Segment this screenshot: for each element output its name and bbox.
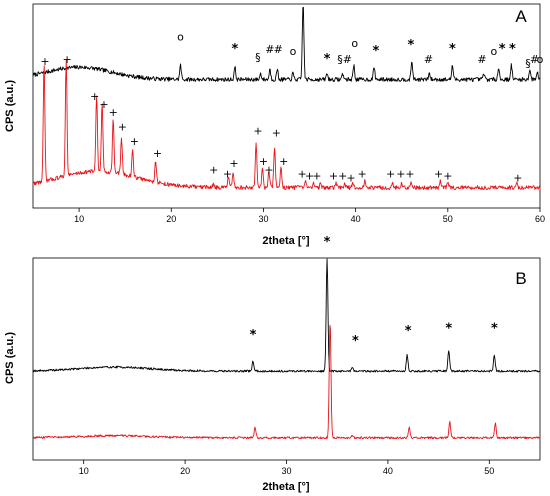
peak-marker: + [130, 135, 139, 148]
x-tick-label: 10 [74, 214, 84, 224]
peak-marker: # [343, 53, 352, 66]
panel-a-series [32, 6, 541, 191]
peak-marker: o [491, 45, 498, 58]
peak-marker: + [338, 169, 347, 182]
peak-marker: + [434, 167, 443, 180]
peak-marker: + [118, 120, 127, 133]
peak-marker: o [290, 45, 297, 58]
peak-marker: + [305, 169, 314, 182]
panel-a-y-axis-label: CPS (a.u.) [4, 80, 16, 132]
peak-marker: + [346, 171, 355, 184]
peak-marker: * [405, 324, 412, 339]
peak-marker: + [386, 167, 395, 180]
x-tick-label: 20 [180, 466, 190, 476]
peak-marker: + [253, 125, 262, 138]
peak-marker: + [209, 163, 218, 176]
x-tick-label: 10 [79, 466, 89, 476]
series-line-1 [32, 258, 541, 373]
peak-marker: * [509, 42, 516, 57]
x-tick-label: 30 [281, 466, 291, 476]
panel-b: B 2theta [°] CPS (a.u.) 10 20 30 40 50 **** *… [4, 235, 541, 493]
panel-a-annotations: o*§##o**§#o**#*#o**§#o++++++++++++++++++… [40, 31, 544, 185]
panel-b-x-ticks: 10 20 30 40 50 [79, 460, 494, 476]
peak-marker: + [109, 106, 118, 119]
peak-marker: * [250, 328, 257, 343]
peak-marker: + [405, 167, 414, 180]
peak-marker: # [265, 43, 274, 56]
peak-marker: * [373, 44, 380, 59]
panel-b-x-axis-label: 2theta [°] [262, 481, 310, 493]
peak-marker: § [255, 51, 261, 64]
peak-marker: + [329, 169, 338, 182]
peak-marker: * [499, 42, 506, 57]
peak-marker: * [231, 42, 238, 57]
peak-marker: + [229, 157, 238, 170]
peak-marker: + [443, 169, 452, 182]
peak-marker: * [408, 38, 415, 53]
peak-marker: § [337, 53, 343, 66]
peak-marker: + [223, 167, 232, 180]
x-tick-label: 40 [351, 214, 361, 224]
x-tick-label: 50 [443, 214, 453, 224]
panel-b-annotations: * * * * * * [250, 235, 498, 349]
peak-marker: * [491, 322, 498, 337]
peak-marker: + [264, 163, 273, 176]
peak-marker: # [530, 53, 539, 66]
peak-marker: + [357, 167, 366, 180]
peak-marker: + [272, 127, 281, 140]
panel-a-x-axis-label: 2theta [°] [262, 235, 310, 247]
peak-marker: + [513, 171, 522, 184]
peak-marker: o [177, 31, 184, 44]
x-tick-label: 40 [383, 466, 393, 476]
peak-marker: + [259, 155, 268, 168]
peak-marker: + [312, 169, 321, 182]
peak-marker: # [477, 53, 486, 66]
peak-marker: + [40, 55, 49, 68]
peak-marker: * [324, 52, 331, 67]
x-tick-label: 20 [166, 214, 176, 224]
panel-b-series [32, 258, 541, 440]
panel-b-y-axis-label: CPS (a.u.) [4, 332, 16, 384]
peak-marker: o [351, 37, 358, 50]
peak-marker: * [324, 235, 331, 250]
peak-marker: + [99, 98, 108, 111]
peak-marker: + [279, 155, 288, 168]
series-line-2 [32, 59, 541, 191]
x-tick-label: 30 [258, 214, 268, 224]
x-tick-label: 60 [535, 214, 545, 224]
panel-b-frame [32, 257, 541, 461]
peak-marker: # [424, 53, 433, 66]
series-line-2 [32, 324, 541, 440]
peak-marker: o [537, 53, 544, 66]
x-tick-label: 50 [484, 466, 494, 476]
peak-marker: + [298, 167, 307, 180]
peak-marker: # [274, 43, 283, 56]
peak-marker: + [90, 90, 99, 103]
peak-marker: § [525, 57, 531, 70]
panel-b-label: B [515, 269, 526, 288]
peak-marker: + [153, 147, 162, 160]
peak-marker: * [449, 42, 456, 57]
panel-a-frame [32, 3, 541, 209]
peak-marker: * [352, 334, 359, 349]
series-line-1 [32, 6, 541, 82]
panel-a-x-ticks: 10 20 30 40 50 60 [74, 208, 545, 224]
panel-a: A 2theta [°] CPS (a.u.) 10 20 30 40 50 60 o*§… [4, 3, 545, 247]
peak-marker: + [62, 53, 71, 66]
peak-marker: + [396, 167, 405, 180]
panel-a-label: A [515, 7, 527, 26]
peak-marker: * [445, 322, 452, 337]
